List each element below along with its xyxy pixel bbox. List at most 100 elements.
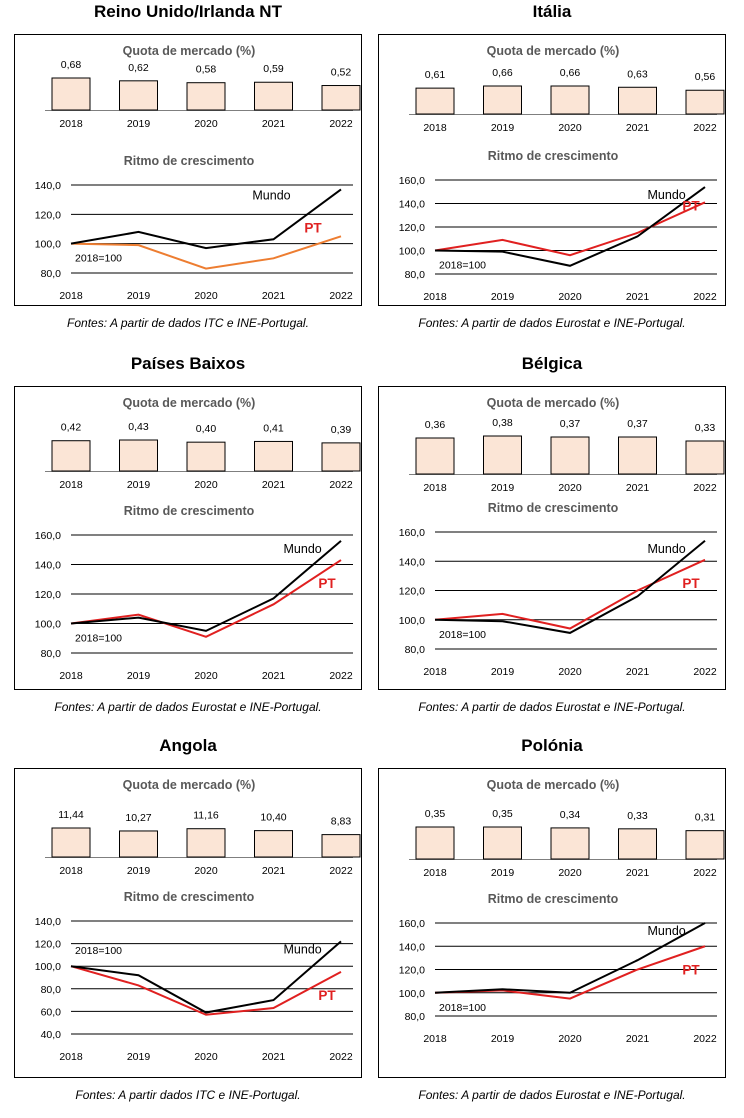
y-tick-label: 80,0 [405, 1011, 426, 1023]
x-tick-label: 2020 [558, 1033, 582, 1045]
bar-year-label: 2022 [693, 867, 717, 879]
y-tick-label: 120,0 [35, 939, 61, 951]
bar-year-label: 2019 [491, 122, 515, 134]
bar-year-label: 2021 [626, 867, 650, 879]
y-tick-label: 100,0 [399, 615, 425, 627]
x-tick-label: 2021 [262, 670, 286, 682]
bar-value-label: 0,35 [492, 808, 513, 820]
x-tick-label: 2019 [127, 1051, 151, 1063]
bar-value-label: 0,68 [61, 59, 82, 71]
x-tick-label: 2022 [693, 291, 717, 303]
x-tick-label: 2018 [59, 670, 83, 682]
pt-series-line [434, 558, 706, 630]
base-year-label: 2018=100 [439, 260, 486, 272]
x-tick-label: 2020 [194, 290, 218, 302]
chart-frame: Quota de mercado (%) 0,36 2018 0,38 2019 0,37… [378, 386, 726, 690]
chart-title: Países Baixos [130, 354, 246, 373]
world-series-line [434, 540, 706, 634]
y-tick-label: 140,0 [35, 916, 61, 928]
chart-svg: Quota de mercado (%) 0,68 2018 0,62 2019 0,58… [35, 44, 361, 302]
world-label: Mundo [648, 542, 686, 556]
x-tick-label: 2022 [329, 1051, 353, 1063]
x-tick-label: 2020 [194, 670, 218, 682]
y-tick-label: 100,0 [35, 619, 61, 631]
pt-series-line [434, 201, 706, 257]
chart-svg: Quota de mercado (%) 0,61 2018 0,66 2019 0,66… [399, 44, 725, 303]
chart-svg: Quota de mercado (%) 0,36 2018 0,38 2019 0,37… [399, 396, 725, 678]
market-share-bar [618, 828, 657, 860]
y-tick-label: 120,0 [399, 586, 425, 598]
bar-value-label: 0,31 [695, 812, 716, 824]
bar-value-label: 10,27 [125, 812, 151, 824]
x-tick-label: 2018 [59, 290, 83, 302]
base-year-label: 2018=100 [75, 945, 122, 957]
market-share-bar [186, 441, 226, 472]
bar-year-label: 2022 [329, 865, 353, 877]
bar-value-label: 0,43 [128, 421, 149, 433]
y-tick-label: 140,0 [35, 180, 61, 192]
world-label: Mundo [648, 924, 686, 938]
x-tick-label: 2022 [329, 670, 353, 682]
pt-label: PT [682, 198, 700, 213]
market-share-bar [685, 440, 725, 475]
bar-year-label: 2020 [558, 482, 582, 494]
market-share-bar [321, 442, 361, 472]
line-subtitle: Ritmo de crescimento [124, 890, 255, 904]
y-tick-label: 100,0 [35, 239, 61, 251]
y-tick-label: 100,0 [399, 988, 425, 1000]
x-tick-label: 2018 [423, 1033, 447, 1045]
chart-panel: Reino Unido/Irlanda NT Quota de mercado (… [12, 0, 364, 336]
bar-value-label: 0,37 [627, 418, 648, 430]
chart-panel: Polónia Quota de mercado (%) 0,35 2018 0,35 2… [376, 734, 728, 1108]
x-tick-label: 2019 [127, 290, 151, 302]
market-share-bar [51, 827, 91, 858]
bar-year-label: 2018 [423, 482, 447, 494]
bar-value-label: 0,33 [627, 810, 648, 822]
x-tick-label: 2018 [423, 666, 447, 678]
market-share-bar [119, 439, 158, 472]
y-tick-label: 80,0 [41, 648, 62, 660]
bar-value-label: 0,34 [560, 809, 581, 821]
market-share-bar [415, 437, 455, 475]
market-share-bar [550, 85, 590, 115]
bar-value-label: 0,42 [61, 422, 82, 434]
bar-year-label: 2021 [626, 122, 650, 134]
bar-value-label: 10,40 [260, 812, 286, 824]
pt-label: PT [682, 576, 700, 591]
chart-source: Fontes: A partir de dados Eurostat e INE… [418, 316, 686, 330]
base-year-label: 2018=100 [439, 629, 486, 641]
bar-year-label: 2020 [194, 118, 218, 130]
y-tick-label: 120,0 [35, 209, 61, 221]
chart-frame: Quota de mercado (%) 0,68 2018 0,62 2019 0,58… [14, 34, 362, 306]
y-tick-label: 140,0 [399, 941, 425, 953]
bar-value-label: 0,56 [695, 71, 716, 83]
x-tick-label: 2018 [423, 291, 447, 303]
chart-frame: Quota de mercado (%) 0,42 2018 0,43 2019 0,40… [14, 386, 362, 690]
y-tick-label: 120,0 [399, 222, 425, 234]
bar-year-label: 2021 [262, 479, 286, 491]
market-share-bar [685, 89, 725, 115]
pt-label: PT [682, 962, 700, 977]
bar-year-label: 2018 [423, 122, 447, 134]
bar-value-label: 0,37 [560, 418, 581, 430]
world-label: Mundo [284, 942, 322, 956]
market-share-bar [186, 82, 226, 111]
chart-title: Bélgica [521, 354, 583, 373]
bar-value-label: 11,44 [58, 809, 84, 821]
bar-year-label: 2021 [626, 482, 650, 494]
market-share-bar [550, 436, 590, 475]
bar-value-label: 0,66 [560, 67, 581, 79]
pt-label: PT [318, 576, 336, 591]
bar-value-label: 0,38 [492, 417, 513, 429]
x-tick-label: 2021 [626, 291, 650, 303]
x-tick-label: 2021 [626, 1033, 650, 1045]
y-tick-label: 80,0 [41, 984, 62, 996]
world-label: Mundo [284, 542, 322, 556]
bar-value-label: 0,62 [128, 62, 149, 74]
bar-year-label: 2022 [693, 482, 717, 494]
pt-label: PT [304, 220, 322, 235]
market-share-bar [119, 830, 158, 858]
y-tick-label: 40,0 [41, 1029, 62, 1041]
bar-subtitle: Quota de mercado (%) [123, 778, 256, 792]
y-tick-label: 120,0 [399, 965, 425, 977]
